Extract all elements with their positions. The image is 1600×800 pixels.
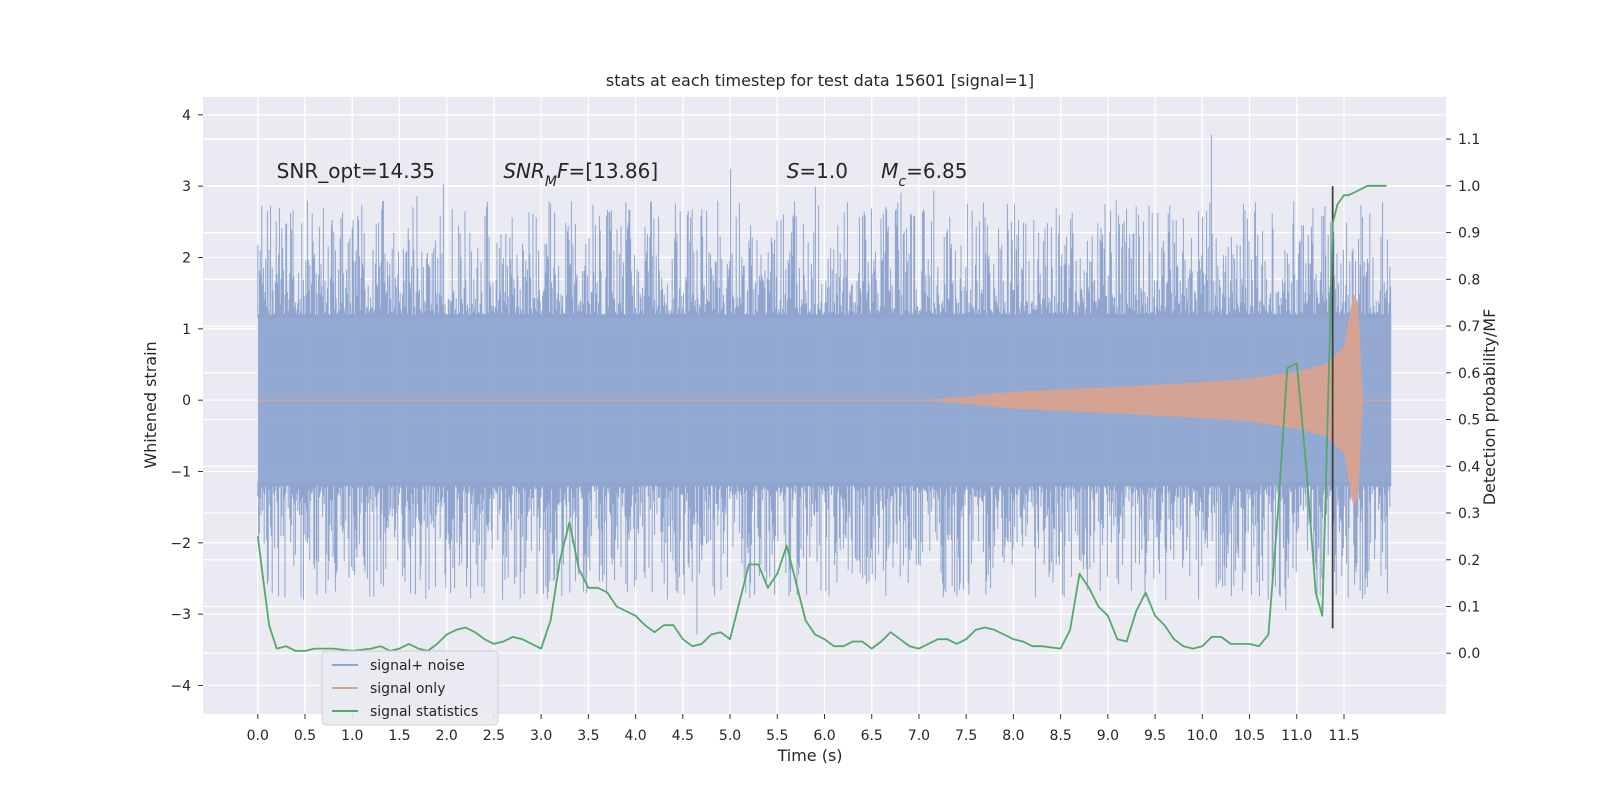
y-left-tick-label: −2 (170, 536, 191, 552)
x-tick-label: 11.5 (1328, 728, 1359, 744)
x-tick-label: 1.5 (388, 728, 410, 744)
y-left-axis-label: Whitened strain (141, 341, 160, 468)
annotation-part: SNR (503, 159, 545, 183)
y-right-axis-ticks: 1.1 1.0 0.9 0.8 0.7 0.6 0.5 0.4 0.3 0.2 0.1 0.0 (1446, 132, 1480, 662)
annotation-part: M (881, 159, 898, 183)
x-tick-label: 0.0 (247, 728, 269, 744)
x-tick-label: 1.0 (341, 728, 363, 744)
y-left-tick-label: 3 (182, 179, 191, 195)
x-tick-label: 7.0 (908, 728, 930, 744)
y-right-tick-label: 0.3 (1458, 506, 1480, 522)
annotation-s: S=1.0 (787, 159, 848, 183)
y-right-tick-label: 0.6 (1458, 366, 1480, 382)
legend-label: signal+ noise (370, 658, 465, 674)
x-axis-ticks: 0.0 0.5 1.0 1.5 2.0 2.5 3.0 3.5 4.0 4.5 5.0 5.5 6.0 6… (247, 714, 1360, 744)
y-left-axis-ticks: 4 3 2 1 0 −1 −2 −3 −4 (170, 108, 203, 694)
y-right-tick-label: 1.1 (1458, 132, 1480, 148)
x-tick-label: 6.5 (861, 728, 883, 744)
x-tick-label: 8.5 (1049, 728, 1071, 744)
y-right-axis-label: Detection probability/MF (1480, 309, 1499, 506)
y-left-tick-label: 0 (182, 393, 191, 409)
annotation-part: M (545, 174, 557, 190)
y-right-tick-label: 0.9 (1458, 226, 1480, 242)
annotation-part: S (787, 159, 800, 183)
x-tick-label: 2.5 (483, 728, 505, 744)
y-right-tick-label: 0.7 (1458, 319, 1480, 335)
y-right-tick-label: 0.1 (1458, 599, 1480, 615)
y-left-tick-label: 2 (182, 250, 191, 266)
chart-title: stats at each timestep for test data 156… (606, 71, 1034, 90)
noise-spikes-lower (257, 482, 1392, 635)
x-tick-label: 7.5 (955, 728, 977, 744)
legend-label: signal only (370, 681, 445, 697)
x-tick-label: 9.5 (1144, 728, 1166, 744)
x-tick-label: 11.0 (1281, 728, 1312, 744)
y-right-tick-label: 1.0 (1458, 179, 1480, 195)
y-right-tick-label: 0.4 (1458, 459, 1480, 475)
y-left-tick-label: −1 (170, 464, 191, 480)
annotation-part: SNR_opt=14.35 (277, 159, 435, 183)
y-left-tick-label: 4 (182, 108, 191, 124)
x-tick-label: 5.0 (719, 728, 741, 744)
annotation-mc: Mc=6.85 (881, 159, 967, 190)
annotation-part: =[13.86] (569, 159, 659, 183)
x-tick-label: 4.5 (672, 728, 694, 744)
legend-box (321, 650, 499, 726)
annotation-part: =1.0 (799, 159, 848, 183)
series-signal-statistics (256, 184, 1387, 652)
x-tick-label: 6.0 (813, 728, 835, 744)
x-tick-label: 9.0 (1097, 728, 1119, 744)
annotation-snr-opt: SNR_opt=14.35 (277, 159, 435, 183)
x-axis-label: Time (s) (776, 746, 842, 765)
x-tick-label: 3.5 (577, 728, 599, 744)
x-tick-label: 0.5 (294, 728, 316, 744)
annotation-part: F (557, 159, 569, 183)
annotation-part: c (898, 174, 906, 190)
legend-label: signal statistics (370, 704, 478, 720)
y-right-tick-label: 0.2 (1458, 553, 1480, 569)
annotations: SNR_opt=14.35 SNRMF=[13.86] S=1.0 Mc=6.85 (277, 159, 968, 190)
statistics-line (256, 184, 1387, 652)
y-left-tick-label: −4 (170, 678, 191, 694)
x-tick-label: 8.0 (1002, 728, 1024, 744)
annotation-snr-mf: SNRMF=[13.86] (503, 159, 658, 190)
x-tick-label: 10.0 (1187, 728, 1218, 744)
x-tick-label: 3.0 (530, 728, 552, 744)
noise-spikes-upper (257, 134, 1392, 319)
y-left-tick-label: −3 (170, 607, 191, 623)
y-right-tick-label: 0.8 (1458, 272, 1480, 288)
legend: signal+ noise signal only signal statistic… (321, 650, 499, 726)
x-tick-label: 4.0 (624, 728, 646, 744)
y-left-tick-label: 1 (182, 322, 191, 338)
y-right-tick-label: 0.0 (1458, 646, 1480, 662)
x-tick-label: 10.5 (1234, 728, 1265, 744)
x-tick-label: 5.5 (766, 728, 788, 744)
annotation-part: =6.85 (906, 159, 967, 183)
y-right-tick-label: 0.5 (1458, 413, 1480, 429)
x-tick-label: 2.0 (436, 728, 458, 744)
series-signal-only (257, 293, 1392, 508)
